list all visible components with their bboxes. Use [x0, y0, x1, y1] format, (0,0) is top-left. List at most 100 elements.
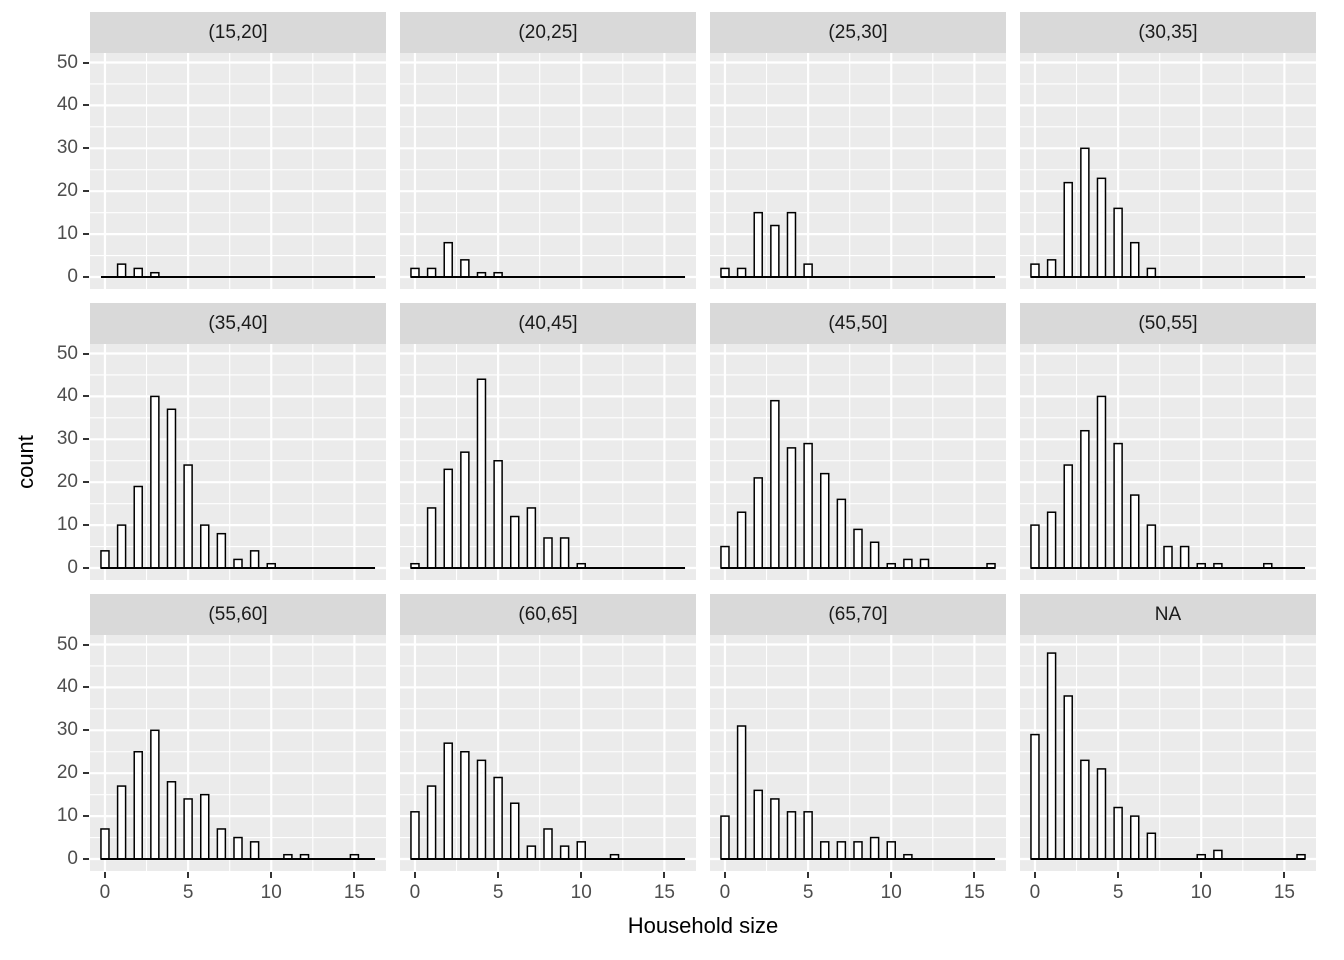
- y-tick-label: 0: [67, 266, 78, 287]
- facet-label: NA: [1154, 603, 1182, 625]
- y-axis-tick: [83, 729, 89, 732]
- histogram-bar: [576, 841, 587, 860]
- x-tick-label: 15: [343, 882, 365, 903]
- histogram-bar: [1096, 395, 1107, 569]
- facet-panel: [90, 344, 386, 580]
- histogram-bar: [1063, 181, 1073, 278]
- y-tick-label: 20: [56, 180, 78, 202]
- histogram-bar: [819, 841, 830, 860]
- histogram-bar: [1030, 733, 1040, 860]
- histogram-bar: [426, 507, 437, 569]
- y-axis-tick: [83, 147, 89, 150]
- histogram-bar: [216, 532, 227, 569]
- facet-label: (25,30]: [828, 21, 888, 43]
- x-tick-label: 5: [182, 882, 194, 903]
- histogram-bar: [786, 211, 797, 278]
- histogram-bar: [1046, 511, 1057, 569]
- facet-label: (55,60]: [208, 603, 268, 625]
- y-tick-label: 0: [67, 848, 78, 869]
- histogram-bar: [1113, 207, 1123, 278]
- histogram-bar: [133, 267, 143, 278]
- facet-strip: NA: [1020, 594, 1316, 635]
- histogram-bar: [133, 485, 143, 569]
- histogram-bar: [100, 550, 110, 569]
- histogram-bar: [836, 841, 847, 860]
- x-axis-tick: [1283, 872, 1286, 878]
- histogram-bar: [736, 725, 747, 860]
- histogram-bar: [543, 828, 553, 860]
- histogram-bar: [199, 524, 210, 569]
- x-axis-tick: [1117, 872, 1120, 878]
- facet-label: (40,45]: [518, 312, 578, 334]
- histogram-bar: [526, 507, 537, 569]
- histogram-bar: [720, 815, 730, 860]
- histogram-bar: [786, 811, 797, 860]
- x-tick-label: 0: [99, 882, 111, 903]
- histogram-bar: [770, 224, 780, 278]
- histogram-bar: [150, 395, 160, 569]
- histogram-bar: [559, 845, 570, 860]
- facet-label: (20,25]: [518, 21, 578, 43]
- histogram-bar: [1163, 545, 1173, 569]
- x-tick-label: 0: [719, 882, 731, 903]
- y-axis-tick: [83, 686, 89, 689]
- histogram-bar: [133, 751, 143, 860]
- y-tick-label: 30: [56, 428, 78, 450]
- histogram-bar: [869, 836, 880, 860]
- histogram-bar: [526, 845, 537, 860]
- x-axis-tick: [973, 872, 976, 878]
- facet-panel: [710, 635, 1006, 871]
- histogram-bar: [1046, 259, 1057, 278]
- y-tick-label: 10: [56, 223, 78, 245]
- histogram-bar: [1129, 241, 1140, 278]
- histogram-bar: [1113, 442, 1123, 569]
- facet-strip: (65,70]: [710, 594, 1006, 635]
- facet-panel: [400, 53, 696, 289]
- histogram-bar: [869, 541, 880, 569]
- facet-strip: (45,50]: [710, 303, 1006, 344]
- x-tick-label: 5: [492, 882, 504, 903]
- facet-panel: [710, 53, 1006, 289]
- facet-panel: [400, 344, 696, 580]
- y-tick-label: 10: [56, 805, 78, 827]
- histogram-bar: [543, 537, 553, 569]
- y-tick-label: 50: [56, 51, 78, 73]
- histogram-bar: [903, 558, 913, 569]
- histogram-bar: [753, 211, 763, 278]
- y-axis-tick: [83, 395, 89, 398]
- histogram-bar: [426, 785, 437, 860]
- histogram-bar: [753, 789, 763, 860]
- histogram-bar: [183, 464, 193, 569]
- x-axis-tick: [187, 872, 190, 878]
- x-tick-label: 10: [570, 882, 592, 903]
- histogram-bar: [233, 836, 243, 860]
- facet-strip: (30,35]: [1020, 12, 1316, 53]
- histogram-bar: [770, 798, 780, 860]
- histogram-bar: [509, 802, 520, 860]
- x-axis-tick: [413, 872, 416, 878]
- histogram-bar: [410, 811, 420, 860]
- histogram-bar: [100, 828, 110, 860]
- y-tick-label: 40: [56, 676, 78, 698]
- histogram-bar: [166, 781, 177, 860]
- histogram-bar: [1096, 768, 1107, 860]
- histogram-bar: [1129, 815, 1140, 860]
- x-axis-tick: [663, 872, 666, 878]
- y-tick-label: 10: [56, 514, 78, 536]
- y-tick-label: 20: [56, 471, 78, 493]
- histogram-bar: [476, 759, 487, 860]
- y-axis-tick: [83, 352, 89, 355]
- histogram-bar: [1080, 759, 1090, 860]
- y-tick-label: 40: [56, 385, 78, 407]
- histogram-bar: [559, 537, 570, 569]
- facet-strip: (50,55]: [1020, 303, 1316, 344]
- facet-panel: [1020, 53, 1316, 289]
- y-tick-label: 30: [56, 137, 78, 159]
- x-axis-tick: [497, 872, 500, 878]
- histogram-bar: [1179, 545, 1190, 569]
- histogram-bar: [753, 477, 763, 569]
- y-axis-tick: [83, 276, 89, 278]
- histogram-bar: [1129, 494, 1140, 569]
- x-axis-tick: [723, 872, 726, 878]
- histogram-bar: [460, 451, 470, 569]
